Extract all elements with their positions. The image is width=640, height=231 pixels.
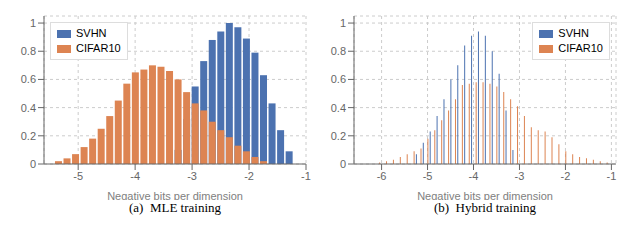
svg-text:-2: -2 xyxy=(561,170,571,182)
html-text:(a) MLE training: (a) MLE training xyxy=(129,200,221,215)
svg-text:0.2: 0.2 xyxy=(21,130,36,142)
svg-text:-2: -2 xyxy=(244,170,254,182)
svg-text:-1: -1 xyxy=(607,170,617,182)
svg-text:-4: -4 xyxy=(130,170,140,182)
svg-text:-3: -3 xyxy=(515,170,525,182)
svg-text:0.6: 0.6 xyxy=(21,73,36,85)
html-text:CIFAR10: CIFAR10 xyxy=(558,42,603,54)
svg-text:1: 1 xyxy=(340,17,346,29)
svg-text:-5: -5 xyxy=(423,170,433,182)
svg-text:0: 0 xyxy=(30,158,36,170)
svg-text:-5: -5 xyxy=(73,170,83,182)
svg-text:-4: -4 xyxy=(469,170,479,182)
html-text:(b) Hybrid training: (b) Hybrid training xyxy=(433,200,537,215)
svg-text:0: 0 xyxy=(340,158,346,170)
svg-text:-3: -3 xyxy=(187,170,197,182)
svg-text:0.2: 0.2 xyxy=(331,130,346,142)
svg-text:0.4: 0.4 xyxy=(331,102,346,114)
html-text:CIFAR10: CIFAR10 xyxy=(76,42,121,54)
svg-text:1: 1 xyxy=(30,17,36,29)
svg-text:Negative bits per dimension: Negative bits per dimension xyxy=(417,190,553,200)
svg-text:Negative bits per dimension: Negative bits per dimension xyxy=(107,190,243,200)
svg-text:0.4: 0.4 xyxy=(21,102,36,114)
svg-text:0.8: 0.8 xyxy=(21,45,36,57)
svg-text:0.6: 0.6 xyxy=(331,73,346,85)
svg-text:0.8: 0.8 xyxy=(331,45,346,57)
html-text:SVHN: SVHN xyxy=(76,27,107,39)
svg-text:-1: -1 xyxy=(301,170,311,182)
html-text:SVHN: SVHN xyxy=(558,27,589,39)
svg-text:-6: -6 xyxy=(377,170,387,182)
